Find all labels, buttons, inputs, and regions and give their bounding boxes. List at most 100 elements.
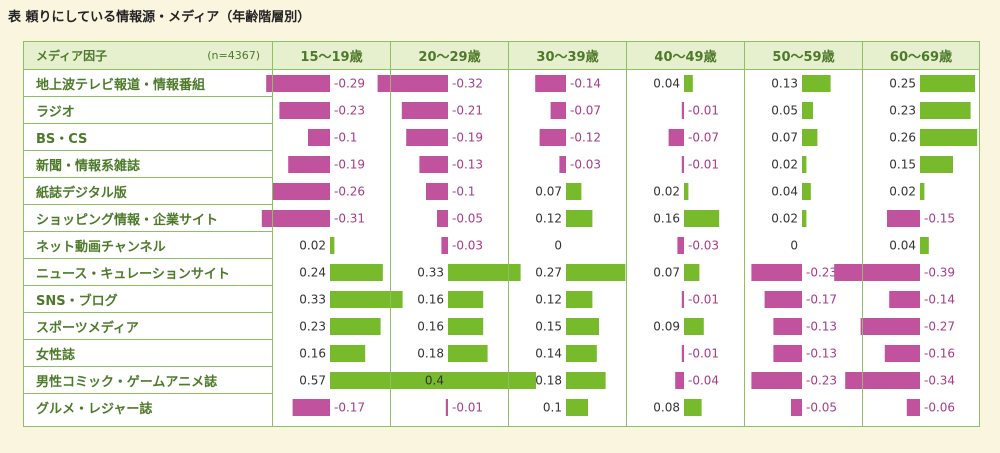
value-label: 0.33	[299, 293, 326, 307]
negative-bar	[751, 372, 802, 389]
column-divider	[390, 42, 391, 426]
value-label: -0.16	[924, 347, 955, 361]
value-label: -0.29	[334, 77, 365, 91]
negative-bar	[884, 345, 920, 362]
value-label: -0.1	[334, 131, 357, 145]
positive-bar	[920, 129, 978, 146]
media-factor-row-label: 女性誌	[24, 340, 272, 367]
positive-bar	[448, 291, 484, 308]
value-label: 0.15	[535, 320, 562, 334]
positive-bar	[684, 75, 693, 92]
negative-bar	[288, 156, 330, 173]
column-divider	[862, 42, 863, 426]
positive-bar	[330, 345, 366, 362]
positive-bar	[448, 345, 488, 362]
negative-bar	[261, 210, 330, 227]
positive-bar	[566, 291, 593, 308]
positive-bar	[566, 399, 588, 416]
negative-bar	[906, 399, 920, 416]
media-factor-row-label: 紙誌デジタル版	[24, 178, 272, 205]
positive-bar	[330, 318, 381, 335]
value-label: 0.04	[889, 239, 916, 253]
negative-bar	[266, 75, 330, 92]
media-factor-row-label: ショッピング情報・企業サイト	[24, 205, 272, 232]
value-label: -0.04	[688, 374, 719, 388]
value-label: 0.07	[771, 131, 798, 145]
value-label: 0.1	[543, 401, 562, 415]
value-label: -0.14	[924, 293, 955, 307]
positive-bar	[330, 264, 383, 281]
value-label: -0.13	[806, 347, 837, 361]
value-label: 0.18	[535, 374, 562, 388]
negative-bar	[668, 129, 684, 146]
negative-bar	[550, 102, 566, 119]
value-label: -0.14	[570, 77, 601, 91]
negative-bar	[773, 345, 802, 362]
value-label: -0.13	[806, 320, 837, 334]
negative-bar	[401, 102, 448, 119]
value-label: 0.16	[417, 293, 444, 307]
negative-bar	[445, 399, 448, 416]
value-label: 0.16	[417, 320, 444, 334]
value-label: 0	[554, 239, 562, 253]
media-factor-header: メディア因子 (n=4367)	[24, 42, 272, 70]
positive-bar	[802, 102, 813, 119]
value-label: 0.02	[653, 185, 680, 199]
positive-bar	[684, 210, 720, 227]
value-label: -0.03	[570, 158, 601, 172]
positive-bar	[684, 264, 700, 281]
negative-bar	[279, 102, 330, 119]
value-label: -0.12	[570, 131, 601, 145]
value-label: -0.01	[688, 293, 719, 307]
factor-table: メディア因子 (n=4367) -0.29 -0.23 -0.1 -0.19 -0.26…	[23, 41, 980, 427]
negative-bar	[437, 210, 448, 227]
positive-bar	[802, 75, 831, 92]
value-label: -0.17	[806, 293, 837, 307]
value-label: 0.23	[889, 104, 916, 118]
negative-bar	[751, 264, 802, 281]
value-label: -0.01	[688, 104, 719, 118]
positive-bar	[802, 210, 807, 227]
positive-bar	[448, 372, 536, 389]
value-label: -0.1	[452, 185, 475, 199]
value-label: -0.23	[806, 266, 837, 280]
value-label: 0.14	[535, 347, 562, 361]
positive-bar	[566, 264, 626, 281]
value-label: -0.34	[924, 374, 955, 388]
positive-bar	[920, 183, 925, 200]
value-label: 0.33	[417, 266, 444, 280]
negative-bar	[677, 237, 684, 254]
value-label: 0.57	[299, 374, 326, 388]
negative-bar	[889, 291, 920, 308]
value-label: 0.02	[771, 158, 798, 172]
value-label: 0.02	[771, 212, 798, 226]
negative-bar	[426, 183, 448, 200]
age-group-header: 40～49歳	[626, 42, 744, 70]
value-label: -0.06	[924, 401, 955, 415]
value-label: 0.04	[653, 77, 680, 91]
value-label: -0.01	[452, 401, 483, 415]
value-label: 0.07	[535, 185, 562, 199]
value-label: -0.21	[452, 104, 483, 118]
bar-plot: -0.29 -0.23 -0.1 -0.19 -0.26 -0.31 0.02 0.24 0.3…	[261, 75, 978, 416]
negative-bar	[441, 237, 448, 254]
value-label: 0.4	[425, 374, 444, 388]
value-label: 0.02	[889, 185, 916, 199]
value-label: 0.09	[653, 320, 680, 334]
negative-bar	[834, 264, 920, 281]
negative-bar	[272, 183, 330, 200]
positive-bar	[920, 156, 953, 173]
value-label: -0.07	[570, 104, 601, 118]
age-group-header: 60～69歳	[862, 42, 979, 70]
positive-bar	[566, 318, 599, 335]
value-label: -0.13	[452, 158, 483, 172]
positive-bar	[920, 102, 971, 119]
negative-bar	[764, 291, 802, 308]
value-label: -0.01	[688, 158, 719, 172]
positive-bar	[802, 183, 811, 200]
media-factor-label: メディア因子	[36, 49, 108, 63]
negative-bar	[887, 210, 920, 227]
negative-bar	[406, 129, 448, 146]
value-label: 0.15	[889, 158, 916, 172]
value-label: -0.32	[452, 77, 483, 91]
